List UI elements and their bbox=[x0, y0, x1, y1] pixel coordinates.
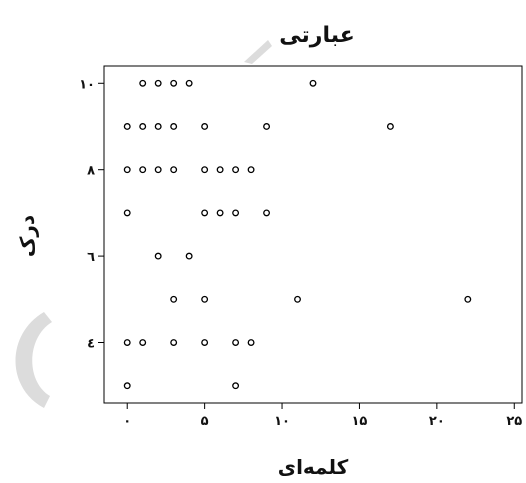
chart-title: عبارتی bbox=[279, 23, 354, 48]
x-tick-label: ۱۰ bbox=[274, 414, 290, 429]
data-point bbox=[154, 166, 162, 174]
x-axis-label: کلمه‌ای bbox=[278, 455, 349, 479]
data-point bbox=[201, 166, 209, 174]
data-point bbox=[247, 339, 255, 346]
data-point bbox=[232, 382, 240, 390]
data-point bbox=[123, 339, 131, 346]
data-point bbox=[232, 166, 240, 174]
y-axis-label: درک bbox=[15, 215, 39, 257]
data-point bbox=[232, 339, 240, 346]
x-tick-label: ۵ bbox=[201, 414, 209, 429]
data-point bbox=[464, 295, 472, 303]
data-point bbox=[139, 339, 147, 346]
x-axis-ticks: ۰ ۵ ۱۰ ۱۵ ۲۰ ۲۵ bbox=[123, 403, 522, 429]
data-point bbox=[247, 166, 255, 174]
data-point bbox=[263, 123, 271, 130]
data-point bbox=[185, 252, 193, 260]
data-point bbox=[386, 123, 394, 130]
data-point bbox=[154, 79, 162, 87]
data-point bbox=[139, 79, 147, 87]
y-tick-label: ۱۰ bbox=[79, 77, 95, 92]
data-point bbox=[170, 166, 178, 174]
plot-frame bbox=[103, 65, 523, 404]
data-point bbox=[170, 79, 178, 87]
data-point bbox=[170, 339, 178, 346]
data-point bbox=[216, 209, 224, 217]
data-point bbox=[139, 166, 147, 174]
data-point bbox=[201, 123, 209, 130]
data-point bbox=[170, 295, 178, 303]
data-point bbox=[123, 166, 131, 174]
watermark-top-shape bbox=[244, 40, 272, 64]
data-point bbox=[232, 209, 240, 217]
y-tick-label: ٤ bbox=[87, 337, 95, 352]
data-point bbox=[139, 123, 147, 130]
data-point bbox=[170, 123, 178, 130]
x-tick-label: ۲۰ bbox=[429, 414, 445, 429]
x-tick-label: ۲۵ bbox=[506, 414, 522, 429]
x-tick-label: ۰ bbox=[123, 414, 131, 429]
data-point bbox=[123, 382, 131, 390]
data-point bbox=[263, 209, 271, 217]
data-point bbox=[201, 209, 209, 217]
y-tick-label: ٦ bbox=[87, 250, 95, 265]
y-tick-label: ۸ bbox=[87, 164, 95, 179]
data-point bbox=[123, 209, 131, 217]
data-point bbox=[154, 252, 162, 260]
data-point bbox=[294, 295, 301, 303]
data-points bbox=[123, 79, 472, 390]
data-point bbox=[309, 79, 317, 87]
data-point bbox=[123, 123, 131, 130]
data-point bbox=[154, 123, 162, 130]
data-point bbox=[201, 295, 209, 303]
x-tick-label: ۱۵ bbox=[352, 414, 368, 429]
watermark-arc-shape bbox=[15, 312, 52, 408]
data-point bbox=[201, 339, 209, 346]
data-point bbox=[185, 79, 193, 87]
data-point bbox=[216, 166, 224, 174]
y-axis-ticks: ٤ ٦ ۸ ۱۰ bbox=[79, 77, 104, 352]
